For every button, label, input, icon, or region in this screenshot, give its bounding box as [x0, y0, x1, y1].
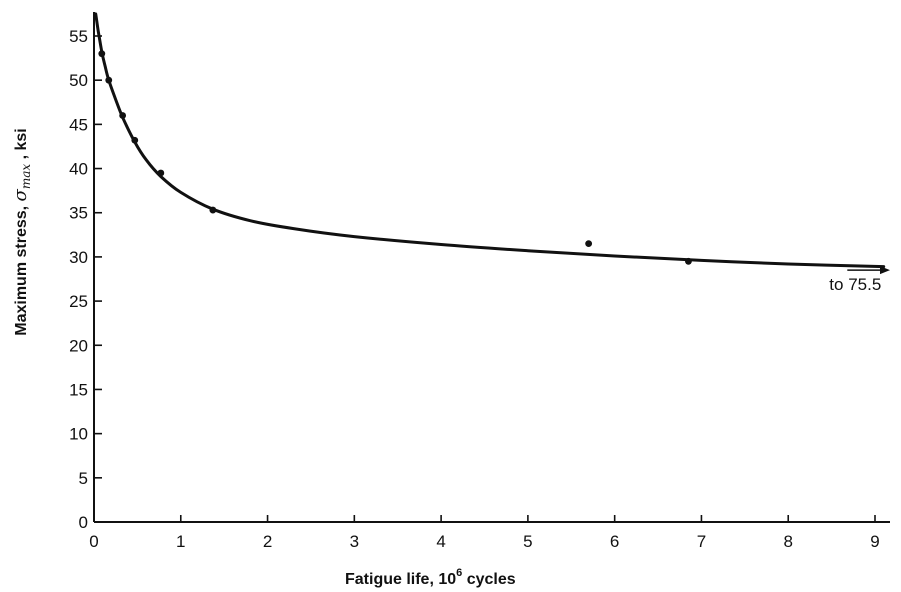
data-point	[157, 169, 165, 177]
y-tick-label: 0	[79, 513, 88, 532]
x-tick-label: 3	[350, 532, 359, 551]
sigma-symbol: σ	[10, 188, 31, 201]
y-axis-title-text: Maximum stress,	[13, 201, 30, 335]
x-ticks: 0 1 2 3 4 5 6 7 8 9	[89, 515, 880, 551]
x-tick-label: 9	[870, 532, 879, 551]
x-tick-label: 0	[89, 532, 98, 551]
x-axis-title-units: cycles	[462, 571, 515, 588]
x-tick-label: 6	[610, 532, 619, 551]
data-point	[105, 76, 113, 84]
data-point	[119, 112, 127, 119]
y-tick-label: 40	[69, 160, 88, 179]
y-tick-label: 45	[69, 115, 88, 134]
x-axis-title-exponent: 6	[456, 567, 462, 579]
data-point	[685, 257, 692, 265]
y-tick-label: 15	[69, 380, 88, 399]
annotation-layer: to 75.5	[829, 266, 890, 294]
data-point	[209, 206, 217, 214]
sigma-subscript: max	[19, 164, 33, 190]
x-tick-label: 8	[783, 532, 792, 551]
x-axis-title: Fatigue life, 106 cycles	[345, 567, 516, 588]
y-ticks: 0 5 10 15 20 25 30 35 40 45 50 55	[69, 27, 102, 532]
x-tick-label: 2	[263, 532, 272, 551]
axes	[93, 12, 890, 523]
y-tick-label: 20	[69, 336, 88, 355]
x-tick-label: 1	[176, 532, 185, 551]
annotation-arrowhead	[880, 266, 890, 275]
y-axis-title-units: , ksi	[13, 128, 30, 164]
x-axis-title-text: Fatigue life, 10	[345, 571, 456, 588]
data-point	[585, 240, 593, 248]
curve-layer	[94, 12, 886, 269]
y-tick-label: 25	[69, 292, 88, 311]
annotation-label: to 75.5	[829, 275, 881, 294]
x-tick-label: 7	[697, 532, 706, 551]
x-tick-label: 4	[436, 532, 445, 551]
data-point	[98, 50, 106, 58]
y-tick-label: 35	[69, 204, 88, 223]
y-tick-label: 10	[69, 425, 88, 444]
y-tick-label: 30	[69, 248, 88, 267]
y-tick-label: 50	[69, 71, 88, 90]
y-tick-label: 55	[69, 27, 88, 46]
x-tick-label: 5	[523, 532, 532, 551]
data-point	[131, 136, 139, 144]
y-axis-title: Maximum stress, σmax , ksi	[10, 128, 33, 335]
fatigue-curve	[94, 12, 886, 269]
points-layer	[98, 50, 692, 265]
y-tick-label: 5	[79, 469, 88, 488]
